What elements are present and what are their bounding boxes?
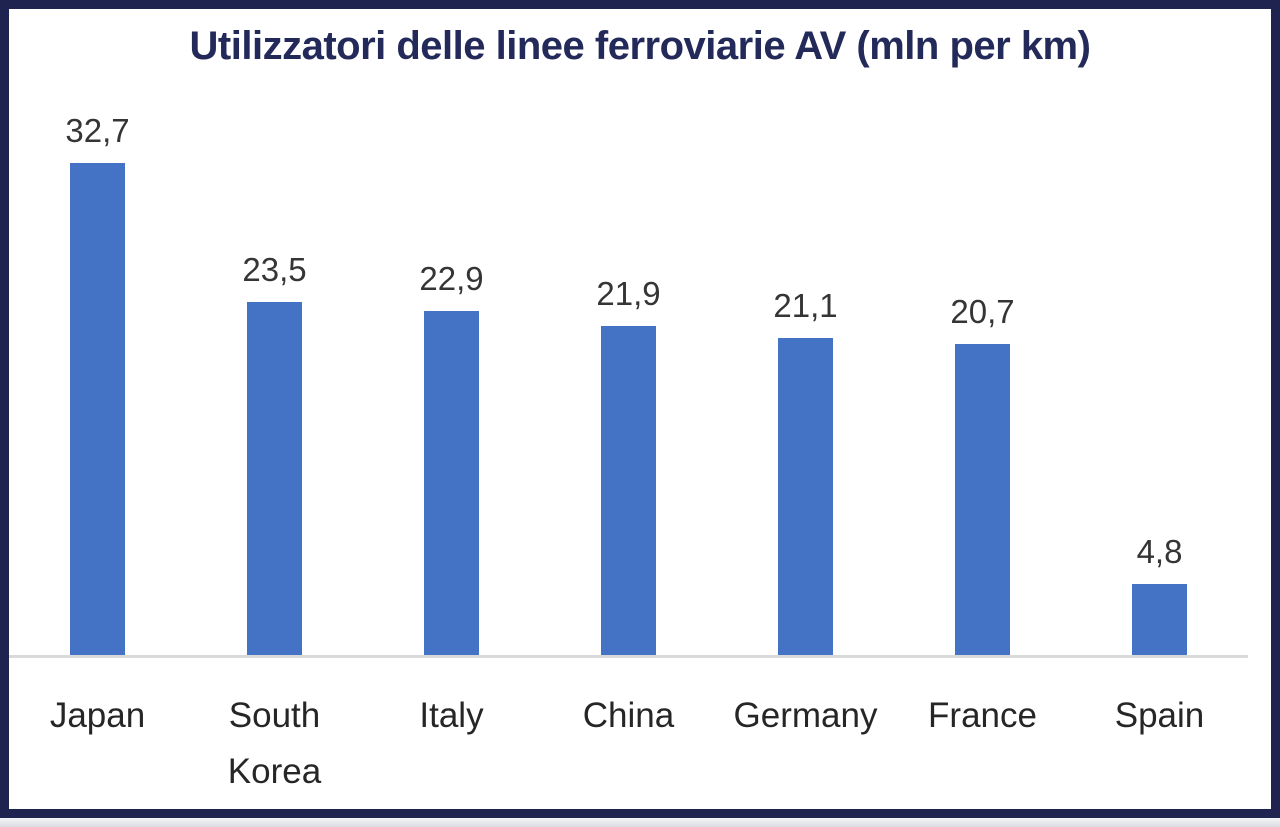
category-label-italy: Italy [419, 696, 484, 735]
bar-column-italy: 22,9 [363, 110, 540, 657]
bars-container: 32,7 23,5 22,9 21,9 21,1 20,7 4,8 [9, 110, 1248, 657]
value-label-italy: 22,9 [419, 260, 484, 297]
value-label-germany: 21,1 [773, 287, 838, 324]
bar-column-south-korea: 23,5 [186, 110, 363, 657]
plot-area: 32,7 23,5 22,9 21,9 21,1 20,7 4,8 [9, 110, 1248, 657]
bar-spain [1132, 584, 1187, 657]
bar-south-korea [247, 302, 302, 657]
bottom-edge-strip [0, 818, 1280, 827]
category-label-germany: Germany [733, 696, 878, 735]
value-label-china: 21,9 [596, 275, 661, 312]
bar-column-spain: 4,8 [1071, 110, 1248, 657]
bar-japan [70, 163, 125, 657]
category-axis-labels: Japan South Korea Italy China Germany France S… [9, 688, 1248, 800]
bar-column-germany: 21,1 [717, 110, 894, 657]
category-label-france: France [928, 696, 1037, 735]
category-label-japan: Japan [49, 696, 146, 735]
bar-germany [778, 338, 833, 657]
value-label-france: 20,7 [950, 293, 1015, 330]
x-axis-line [9, 655, 1248, 658]
bar-italy [424, 311, 479, 657]
category-label-south-korea: South Korea [227, 696, 322, 791]
chart-title: Utilizzatori delle linee ferroviarie AV … [189, 24, 1091, 68]
value-label-south-korea: 23,5 [242, 251, 307, 288]
category-label-spain: Spain [1114, 696, 1205, 735]
bar-column-france: 20,7 [894, 110, 1071, 657]
category-label-china: China [582, 696, 675, 735]
bar-china [601, 326, 656, 657]
bar-column-china: 21,9 [540, 110, 717, 657]
bar-france [955, 344, 1010, 657]
value-label-spain: 4,8 [1136, 533, 1183, 570]
bar-column-japan: 32,7 [9, 110, 186, 657]
value-label-japan: 32,7 [65, 112, 130, 149]
